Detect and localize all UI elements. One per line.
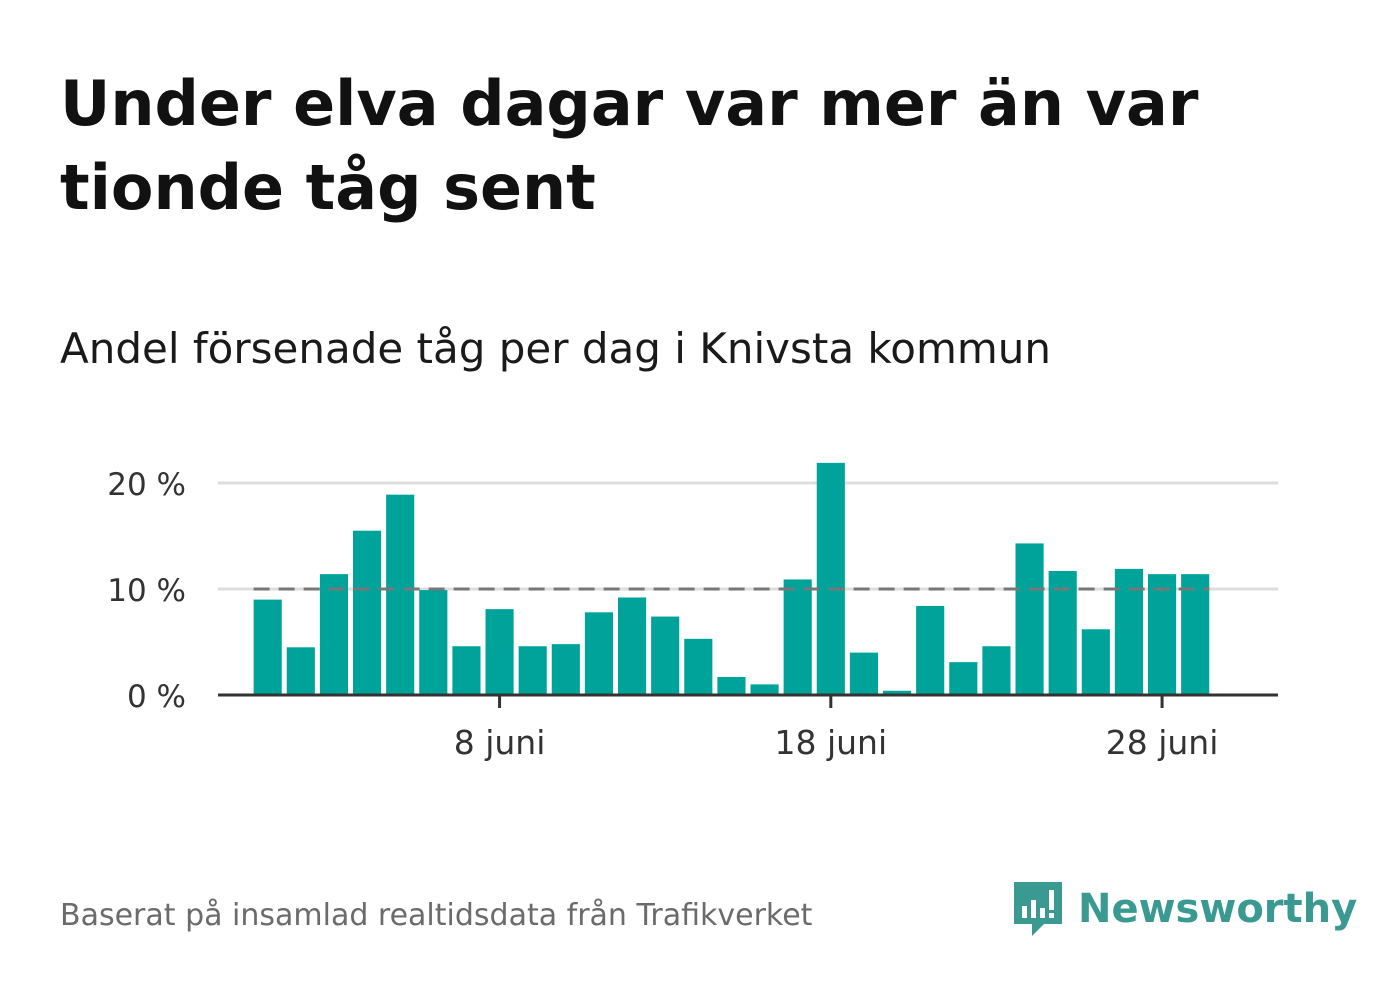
- y-tick-label: 10 %: [107, 573, 186, 609]
- bar: [353, 530, 382, 695]
- bar: [1015, 543, 1044, 695]
- x-tick-label: 8 juni: [454, 723, 546, 762]
- bar: [982, 646, 1011, 695]
- y-tick-label: 20 %: [107, 467, 186, 503]
- brand-logo: Newsworthy: [1010, 878, 1357, 940]
- bar: [783, 579, 812, 695]
- bar: [684, 638, 713, 695]
- bar: [452, 646, 481, 695]
- brand-name: Newsworthy: [1078, 886, 1358, 932]
- bar: [883, 690, 912, 695]
- bar: [618, 597, 647, 695]
- bar: [419, 590, 448, 695]
- bar: [485, 609, 514, 695]
- bar: [651, 616, 680, 695]
- x-tick-label: 28 juni: [1106, 723, 1219, 762]
- bar: [750, 684, 779, 695]
- axes: 0 % 10 % 20 % 8 juni 18 juni 28 juni: [107, 467, 1278, 762]
- newsworthy-logo-icon: [1014, 882, 1062, 936]
- bar: [1048, 570, 1077, 695]
- bar: [916, 605, 945, 695]
- bar: [518, 646, 547, 695]
- bar: [1181, 574, 1210, 695]
- bar: [319, 574, 348, 695]
- bar: [949, 662, 978, 695]
- chart-title: Under elva dagar var mer än var tionde t…: [60, 67, 1199, 224]
- y-tick-label: 0 %: [127, 679, 186, 715]
- bar: [386, 494, 415, 695]
- bar: [717, 676, 746, 695]
- bars: [253, 462, 1210, 695]
- bar: [816, 462, 845, 695]
- bar: [253, 599, 282, 695]
- bar: [551, 644, 580, 695]
- bar: [584, 612, 613, 695]
- bar: [286, 647, 315, 695]
- bar: [1148, 574, 1177, 695]
- chart-subtitle: Andel försenade tåg per dag i Knivsta ko…: [60, 324, 1052, 373]
- source-note: Baserat på insamlad realtidsdata från Tr…: [60, 898, 813, 933]
- x-tick-label: 18 juni: [774, 723, 887, 762]
- bar-chart: 0 % 10 % 20 % 8 juni 18 juni 28 juni: [107, 462, 1278, 762]
- bar: [849, 652, 878, 695]
- bar: [1081, 629, 1110, 695]
